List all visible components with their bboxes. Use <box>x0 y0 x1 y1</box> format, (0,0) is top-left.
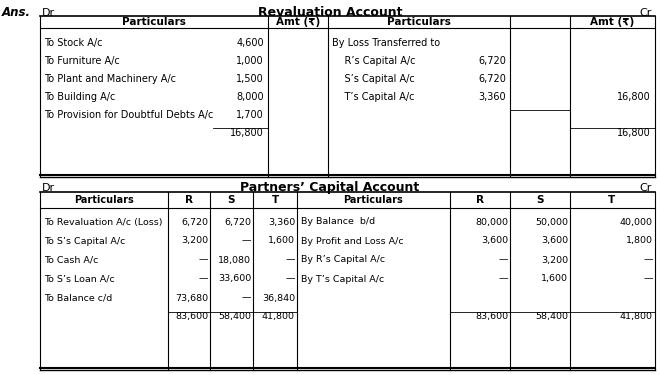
Text: —: — <box>242 237 251 246</box>
Text: 6,720: 6,720 <box>224 217 251 226</box>
Text: 16,800: 16,800 <box>617 92 651 102</box>
Text: 83,600: 83,600 <box>175 312 208 321</box>
Text: 80,000: 80,000 <box>475 217 508 226</box>
Text: Particulars: Particulars <box>387 17 451 27</box>
Text: 33,600: 33,600 <box>218 274 251 284</box>
Text: 16,800: 16,800 <box>617 128 651 138</box>
Text: S: S <box>227 195 235 205</box>
Text: By R’s Capital A/c: By R’s Capital A/c <box>301 255 385 264</box>
Text: To Revaluation A/c (Loss): To Revaluation A/c (Loss) <box>44 217 162 226</box>
Text: T: T <box>271 195 279 205</box>
Text: 3,600: 3,600 <box>541 237 568 246</box>
Text: 3,200: 3,200 <box>541 255 568 264</box>
Text: 1,700: 1,700 <box>236 110 264 120</box>
Text: 83,600: 83,600 <box>475 312 508 321</box>
Text: Revaluation Account: Revaluation Account <box>258 6 402 20</box>
Text: 3,360: 3,360 <box>478 92 506 102</box>
Text: Partners’ Capital Account: Partners’ Capital Account <box>240 182 420 195</box>
Text: Cr: Cr <box>640 183 652 193</box>
Text: To Stock A/c: To Stock A/c <box>44 38 102 48</box>
Text: 6,720: 6,720 <box>478 56 506 66</box>
Text: Particulars: Particulars <box>343 195 403 205</box>
Text: —: — <box>199 274 208 284</box>
Text: —: — <box>498 274 508 284</box>
Text: 4,600: 4,600 <box>236 38 264 48</box>
Text: 16,800: 16,800 <box>230 128 264 138</box>
Text: 1,500: 1,500 <box>236 74 264 84</box>
Text: Dr: Dr <box>42 8 55 18</box>
Text: 3,200: 3,200 <box>181 237 208 246</box>
Text: Dr: Dr <box>42 183 55 193</box>
Text: 36,840: 36,840 <box>262 294 295 303</box>
Text: By Balance  b/d: By Balance b/d <box>301 217 375 226</box>
Text: 58,400: 58,400 <box>535 312 568 321</box>
Text: To Provision for Doubtful Debts A/c: To Provision for Doubtful Debts A/c <box>44 110 213 120</box>
Text: By Loss Transferred to: By Loss Transferred to <box>332 38 440 48</box>
Text: R’s Capital A/c: R’s Capital A/c <box>332 56 416 66</box>
Text: To Plant and Machinery A/c: To Plant and Machinery A/c <box>44 74 176 84</box>
Text: 1,800: 1,800 <box>626 237 653 246</box>
Text: —: — <box>286 274 295 284</box>
Text: R: R <box>185 195 193 205</box>
Text: Amt (₹): Amt (₹) <box>276 17 320 27</box>
Text: —: — <box>286 255 295 264</box>
Text: 73,680: 73,680 <box>175 294 208 303</box>
Text: 3,600: 3,600 <box>481 237 508 246</box>
Text: —: — <box>498 255 508 264</box>
Text: To S’s Capital A/c: To S’s Capital A/c <box>44 237 125 246</box>
Text: To Furniture A/c: To Furniture A/c <box>44 56 119 66</box>
Text: 6,720: 6,720 <box>478 74 506 84</box>
Text: S’s Capital A/c: S’s Capital A/c <box>332 74 414 84</box>
Text: By Profit and Loss A/c: By Profit and Loss A/c <box>301 237 404 246</box>
Text: Particulars: Particulars <box>74 195 134 205</box>
Text: 1,600: 1,600 <box>541 274 568 284</box>
Text: 41,800: 41,800 <box>620 312 653 321</box>
Text: 18,080: 18,080 <box>218 255 251 264</box>
Text: S: S <box>536 195 544 205</box>
Text: To Cash A/c: To Cash A/c <box>44 255 98 264</box>
Text: —: — <box>242 294 251 303</box>
Text: 6,720: 6,720 <box>181 217 208 226</box>
Text: 1,000: 1,000 <box>236 56 264 66</box>
Text: Ans.: Ans. <box>2 6 31 20</box>
Text: 1,600: 1,600 <box>268 237 295 246</box>
Text: —: — <box>644 274 653 284</box>
Text: To Balance c/d: To Balance c/d <box>44 294 112 303</box>
Text: 41,800: 41,800 <box>262 312 295 321</box>
Text: —: — <box>199 255 208 264</box>
Text: 3,360: 3,360 <box>268 217 295 226</box>
Text: R: R <box>476 195 484 205</box>
Text: 58,400: 58,400 <box>218 312 251 321</box>
Text: To Building A/c: To Building A/c <box>44 92 116 102</box>
Text: 50,000: 50,000 <box>535 217 568 226</box>
Text: T’s Capital A/c: T’s Capital A/c <box>332 92 414 102</box>
Text: Particulars: Particulars <box>122 17 186 27</box>
Text: By T’s Capital A/c: By T’s Capital A/c <box>301 274 384 284</box>
Text: —: — <box>644 255 653 264</box>
Text: T: T <box>609 195 616 205</box>
Text: 40,000: 40,000 <box>620 217 653 226</box>
Text: To S’s Loan A/c: To S’s Loan A/c <box>44 274 115 284</box>
Text: Amt (₹): Amt (₹) <box>590 17 634 27</box>
Text: 8,000: 8,000 <box>236 92 264 102</box>
Text: Cr: Cr <box>640 8 652 18</box>
